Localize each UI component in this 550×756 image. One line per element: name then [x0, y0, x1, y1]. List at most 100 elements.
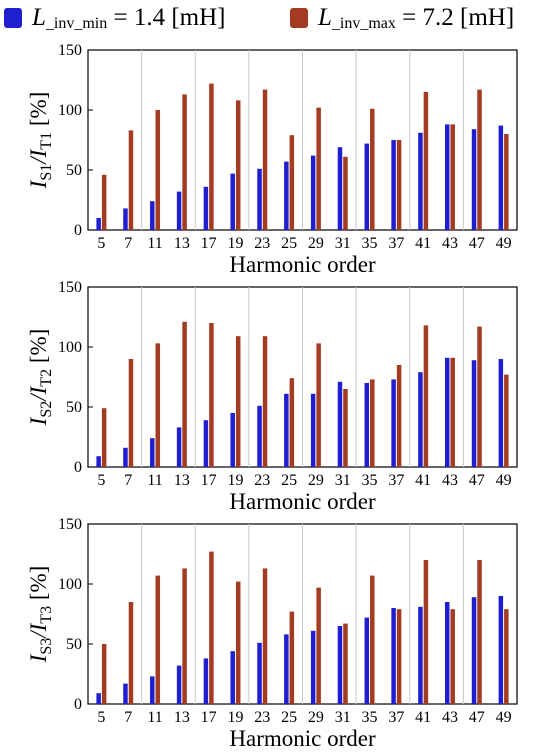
x-tick-label: 29: [308, 235, 324, 252]
y-axis-label: IS2/IT2 [%]: [26, 329, 55, 427]
bar-l-inv-max-h7: [128, 359, 134, 467]
x-tick-label: 35: [362, 472, 378, 489]
bar-l-inv-max-h19: [235, 581, 241, 704]
bar-l-inv-min-h13: [176, 427, 182, 467]
bar-l-inv-max-h11: [155, 575, 161, 704]
x-tick-label: 41: [415, 235, 431, 252]
y-tick-label: 50: [66, 636, 82, 653]
x-tick-label: 49: [496, 472, 512, 489]
bar-l-inv-max-h13: [182, 568, 187, 704]
y-tick-label: 150: [58, 516, 82, 533]
y-tick-label: 0: [74, 459, 82, 476]
x-tick-label: 7: [124, 235, 132, 252]
x-tick-label: 13: [174, 472, 190, 489]
x-tick-label: 43: [442, 709, 458, 726]
bar-l-inv-min-h5: [96, 693, 101, 704]
bar-l-inv-max-h35: [370, 575, 375, 704]
x-tick-label: 23: [254, 235, 270, 252]
bar-l-inv-min-h11: [150, 438, 155, 467]
x-tick-label: 7: [124, 472, 132, 489]
bar-l-inv-max-h29: [316, 107, 321, 230]
bar-l-inv-min-h23: [257, 642, 262, 704]
bar-l-inv-min-h29: [310, 393, 316, 467]
chart-panel-2: 5 7 11 13 17 19 23 25 29 31 35 37 41 43 47 49 0 50 100 150 H…: [26, 279, 518, 514]
x-tick-label: 37: [388, 235, 404, 252]
x-tick-label: 23: [254, 472, 270, 489]
bar-l-inv-max-h37: [396, 140, 402, 230]
bar-l-inv-min-h25: [284, 161, 289, 230]
bar-l-inv-max-h41: [423, 560, 429, 704]
bar-l-inv-max-h17: [209, 551, 214, 704]
bar-l-inv-min-h29: [310, 155, 316, 230]
legend-item-l-inv-max: L_inv_max = 7.2 [mH]: [290, 4, 514, 32]
bar-l-inv-max-h49: [504, 374, 509, 467]
bar-l-inv-min-h47: [471, 129, 477, 230]
bar-l-inv-max-h23: [262, 89, 268, 230]
bar-l-inv-min-h19: [230, 173, 235, 230]
bar-l-inv-max-h37: [396, 365, 402, 467]
x-tick-label: 35: [362, 709, 378, 726]
bar-l-inv-min-h19: [230, 413, 235, 467]
x-tick-label: 11: [147, 709, 162, 726]
bar-l-inv-min-h17: [203, 658, 209, 704]
bar-l-inv-max-h47: [477, 326, 482, 467]
chart-panel-1: 5 7 11 13 17 19 23 25 29 31 35 37 41 43 47 49 0 50 100 150 H…: [26, 42, 518, 277]
bar-l-inv-min-h35: [364, 383, 370, 467]
x-tick-label: 17: [201, 235, 217, 252]
bar-l-inv-min-h35: [364, 143, 370, 230]
bar-l-inv-min-h37: [391, 379, 396, 467]
bar-l-inv-max-h19: [235, 336, 241, 467]
bar-l-inv-max-h5: [101, 408, 107, 467]
bar-l-inv-min-h35: [364, 617, 370, 704]
x-tick-label: 5: [97, 472, 105, 489]
x-tick-label: 29: [308, 472, 324, 489]
bar-l-inv-max-h41: [423, 325, 429, 467]
x-tick-label: 49: [496, 709, 512, 726]
x-tick-label: 43: [442, 472, 458, 489]
bar-l-inv-max-h13: [182, 94, 187, 231]
legend-label-l-inv-min: L_inv_min = 1.4 [mH]: [32, 3, 226, 32]
x-tick-label: 23: [254, 709, 270, 726]
bar-l-inv-min-h17: [203, 186, 209, 230]
bar-l-inv-min-h43: [444, 357, 450, 467]
bar-l-inv-min-h25: [284, 634, 289, 704]
bar-l-inv-min-h37: [391, 608, 396, 704]
y-tick-label: 50: [66, 399, 82, 416]
chart-legend: L_inv_min = 1.4 [mH] L_inv_max = 7.2 [mH…: [0, 0, 550, 36]
bar-l-inv-max-h25: [289, 611, 295, 704]
y-tick-label: 0: [74, 222, 82, 239]
bar-l-inv-min-h19: [230, 651, 235, 704]
x-tick-label: 25: [281, 235, 297, 252]
x-tick-label: 29: [308, 709, 324, 726]
x-tick-label: 31: [335, 235, 351, 252]
bar-l-inv-max-h25: [289, 378, 295, 467]
y-tick-label: 150: [58, 42, 82, 59]
bar-l-inv-max-h5: [101, 644, 107, 704]
x-tick-label: 7: [124, 709, 132, 726]
x-tick-label: 25: [281, 709, 297, 726]
bar-l-inv-max-h29: [316, 343, 321, 467]
x-tick-label: 37: [388, 709, 404, 726]
bar-l-inv-max-h19: [235, 100, 241, 231]
bar-l-inv-max-h11: [155, 343, 161, 467]
y-tick-label: 0: [74, 696, 82, 713]
x-tick-label: 35: [362, 235, 378, 252]
bar-l-inv-min-h17: [203, 420, 209, 467]
x-axis-label: Harmonic order: [229, 252, 376, 277]
bar-l-inv-max-h49: [504, 134, 509, 230]
x-tick-label: 31: [335, 472, 351, 489]
bar-l-inv-max-h13: [182, 321, 187, 467]
bar-l-inv-min-h25: [284, 393, 289, 467]
bar-l-inv-min-h5: [96, 218, 101, 230]
x-tick-label: 19: [227, 235, 243, 252]
bar-l-inv-min-h23: [257, 168, 262, 230]
bar-l-inv-max-h43: [450, 609, 455, 704]
bar-l-inv-max-h11: [155, 110, 161, 230]
bar-l-inv-max-h29: [316, 587, 321, 704]
bar-l-inv-max-h49: [504, 609, 509, 704]
bar-l-inv-min-h11: [150, 201, 155, 230]
bar-l-inv-min-h7: [123, 447, 128, 467]
x-tick-label: 47: [469, 472, 485, 489]
bar-l-inv-max-h43: [450, 357, 455, 467]
